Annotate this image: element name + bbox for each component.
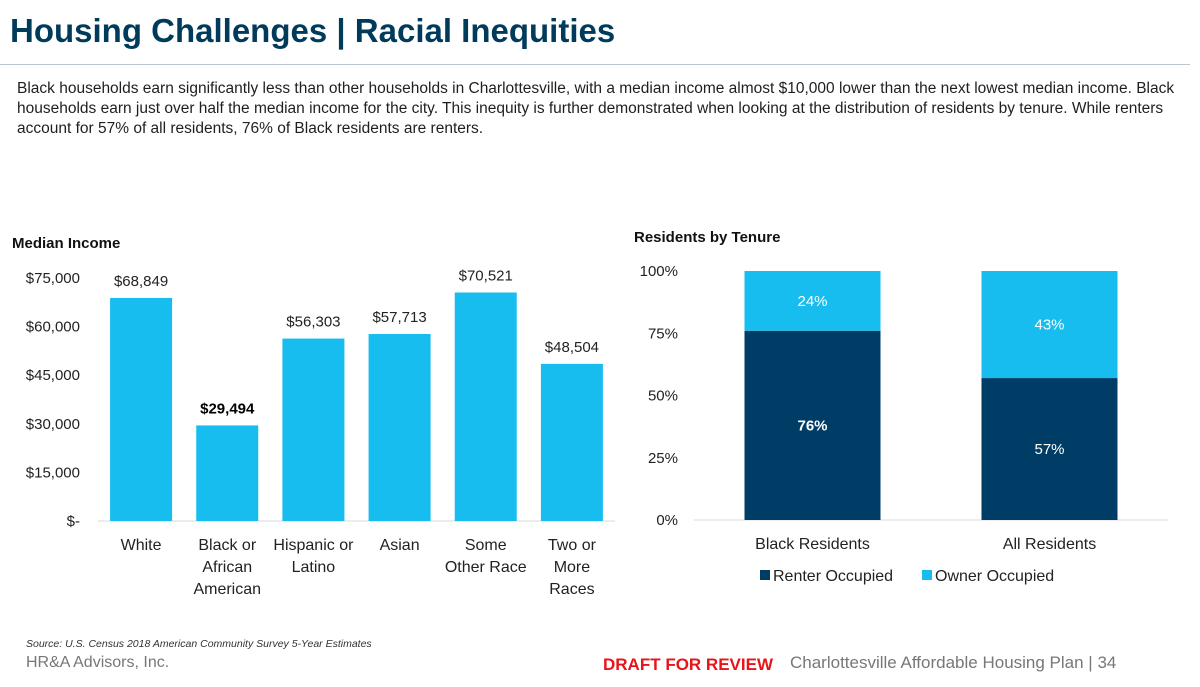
income-y-tick-label: $60,000 <box>26 319 80 336</box>
income-category-label: Asian <box>380 537 420 554</box>
income-chart-title: Median Income <box>12 235 121 252</box>
legend-label-owner: Owner Occupied <box>935 568 1054 585</box>
page-title: Housing Challenges | Racial Inequities <box>10 12 616 49</box>
income-y-tick-label: $30,000 <box>26 416 80 433</box>
renter-occupied-bar <box>744 330 881 520</box>
income-category-label: Black or <box>198 537 256 554</box>
tenure-chart-title: Residents by Tenure <box>634 229 781 246</box>
income-category-label: Races <box>549 581 594 598</box>
footer-company: HR&A Advisors, Inc. <box>26 654 170 671</box>
income-y-tick-label: $- <box>67 513 80 530</box>
owner-occupied-label: 24% <box>797 293 827 310</box>
title-divider <box>0 64 1190 65</box>
renter-occupied-label: 57% <box>1034 441 1064 458</box>
income-bar <box>110 297 173 521</box>
income-y-tick-label: $45,000 <box>26 367 80 384</box>
income-data-label: $57,713 <box>372 309 426 326</box>
income-bar <box>540 363 603 521</box>
renter-occupied-label: 76% <box>797 417 827 434</box>
income-bar <box>196 425 259 521</box>
tenure-category-label: Black Residents <box>755 536 870 553</box>
legend-swatch-renter <box>760 570 770 580</box>
tenure-y-tick-label: 25% <box>648 450 678 467</box>
income-data-label: $70,521 <box>459 268 513 285</box>
tenure-y-tick-label: 75% <box>648 325 678 342</box>
tenure-y-tick-label: 50% <box>648 388 678 405</box>
income-bar <box>282 338 345 521</box>
tenure-category-label: All Residents <box>1003 536 1096 553</box>
income-category-label: African <box>202 559 252 576</box>
source-note: Source: U.S. Census 2018 American Commun… <box>26 638 372 650</box>
draft-label: DRAFT FOR REVIEW <box>603 655 773 674</box>
owner-occupied-bar <box>744 271 881 331</box>
income-category-label: Latino <box>292 559 336 576</box>
income-category-label: White <box>121 537 162 554</box>
legend-label-renter: Renter Occupied <box>773 568 893 585</box>
owner-occupied-bar <box>981 271 1118 379</box>
income-category-label: Other Race <box>445 559 527 576</box>
footer-plan-page: Charlottesville Affordable Housing Plan … <box>790 653 1117 672</box>
income-category-label: Some <box>465 537 507 554</box>
income-y-tick-label: $75,000 <box>26 270 80 287</box>
tenure-y-tick-label: 100% <box>640 263 678 280</box>
income-data-label: $29,494 <box>200 400 255 417</box>
income-data-label: $56,303 <box>286 314 340 331</box>
income-y-tick-label: $15,000 <box>26 464 80 481</box>
renter-occupied-bar <box>981 378 1118 520</box>
income-category-label: More <box>554 559 591 576</box>
income-data-label: $68,849 <box>114 273 168 290</box>
income-bar <box>368 334 431 521</box>
legend-swatch-owner <box>922 570 932 580</box>
income-category-label: American <box>193 581 261 598</box>
tenure-y-tick-label: 0% <box>656 512 678 529</box>
intro-paragraph: Black households earn significantly less… <box>17 80 1175 137</box>
income-category-label: Hispanic or <box>273 537 354 554</box>
income-data-label: $48,504 <box>545 339 599 356</box>
income-category-label: Two or <box>548 537 597 554</box>
income-bar <box>454 292 517 521</box>
owner-occupied-label: 43% <box>1034 317 1064 334</box>
